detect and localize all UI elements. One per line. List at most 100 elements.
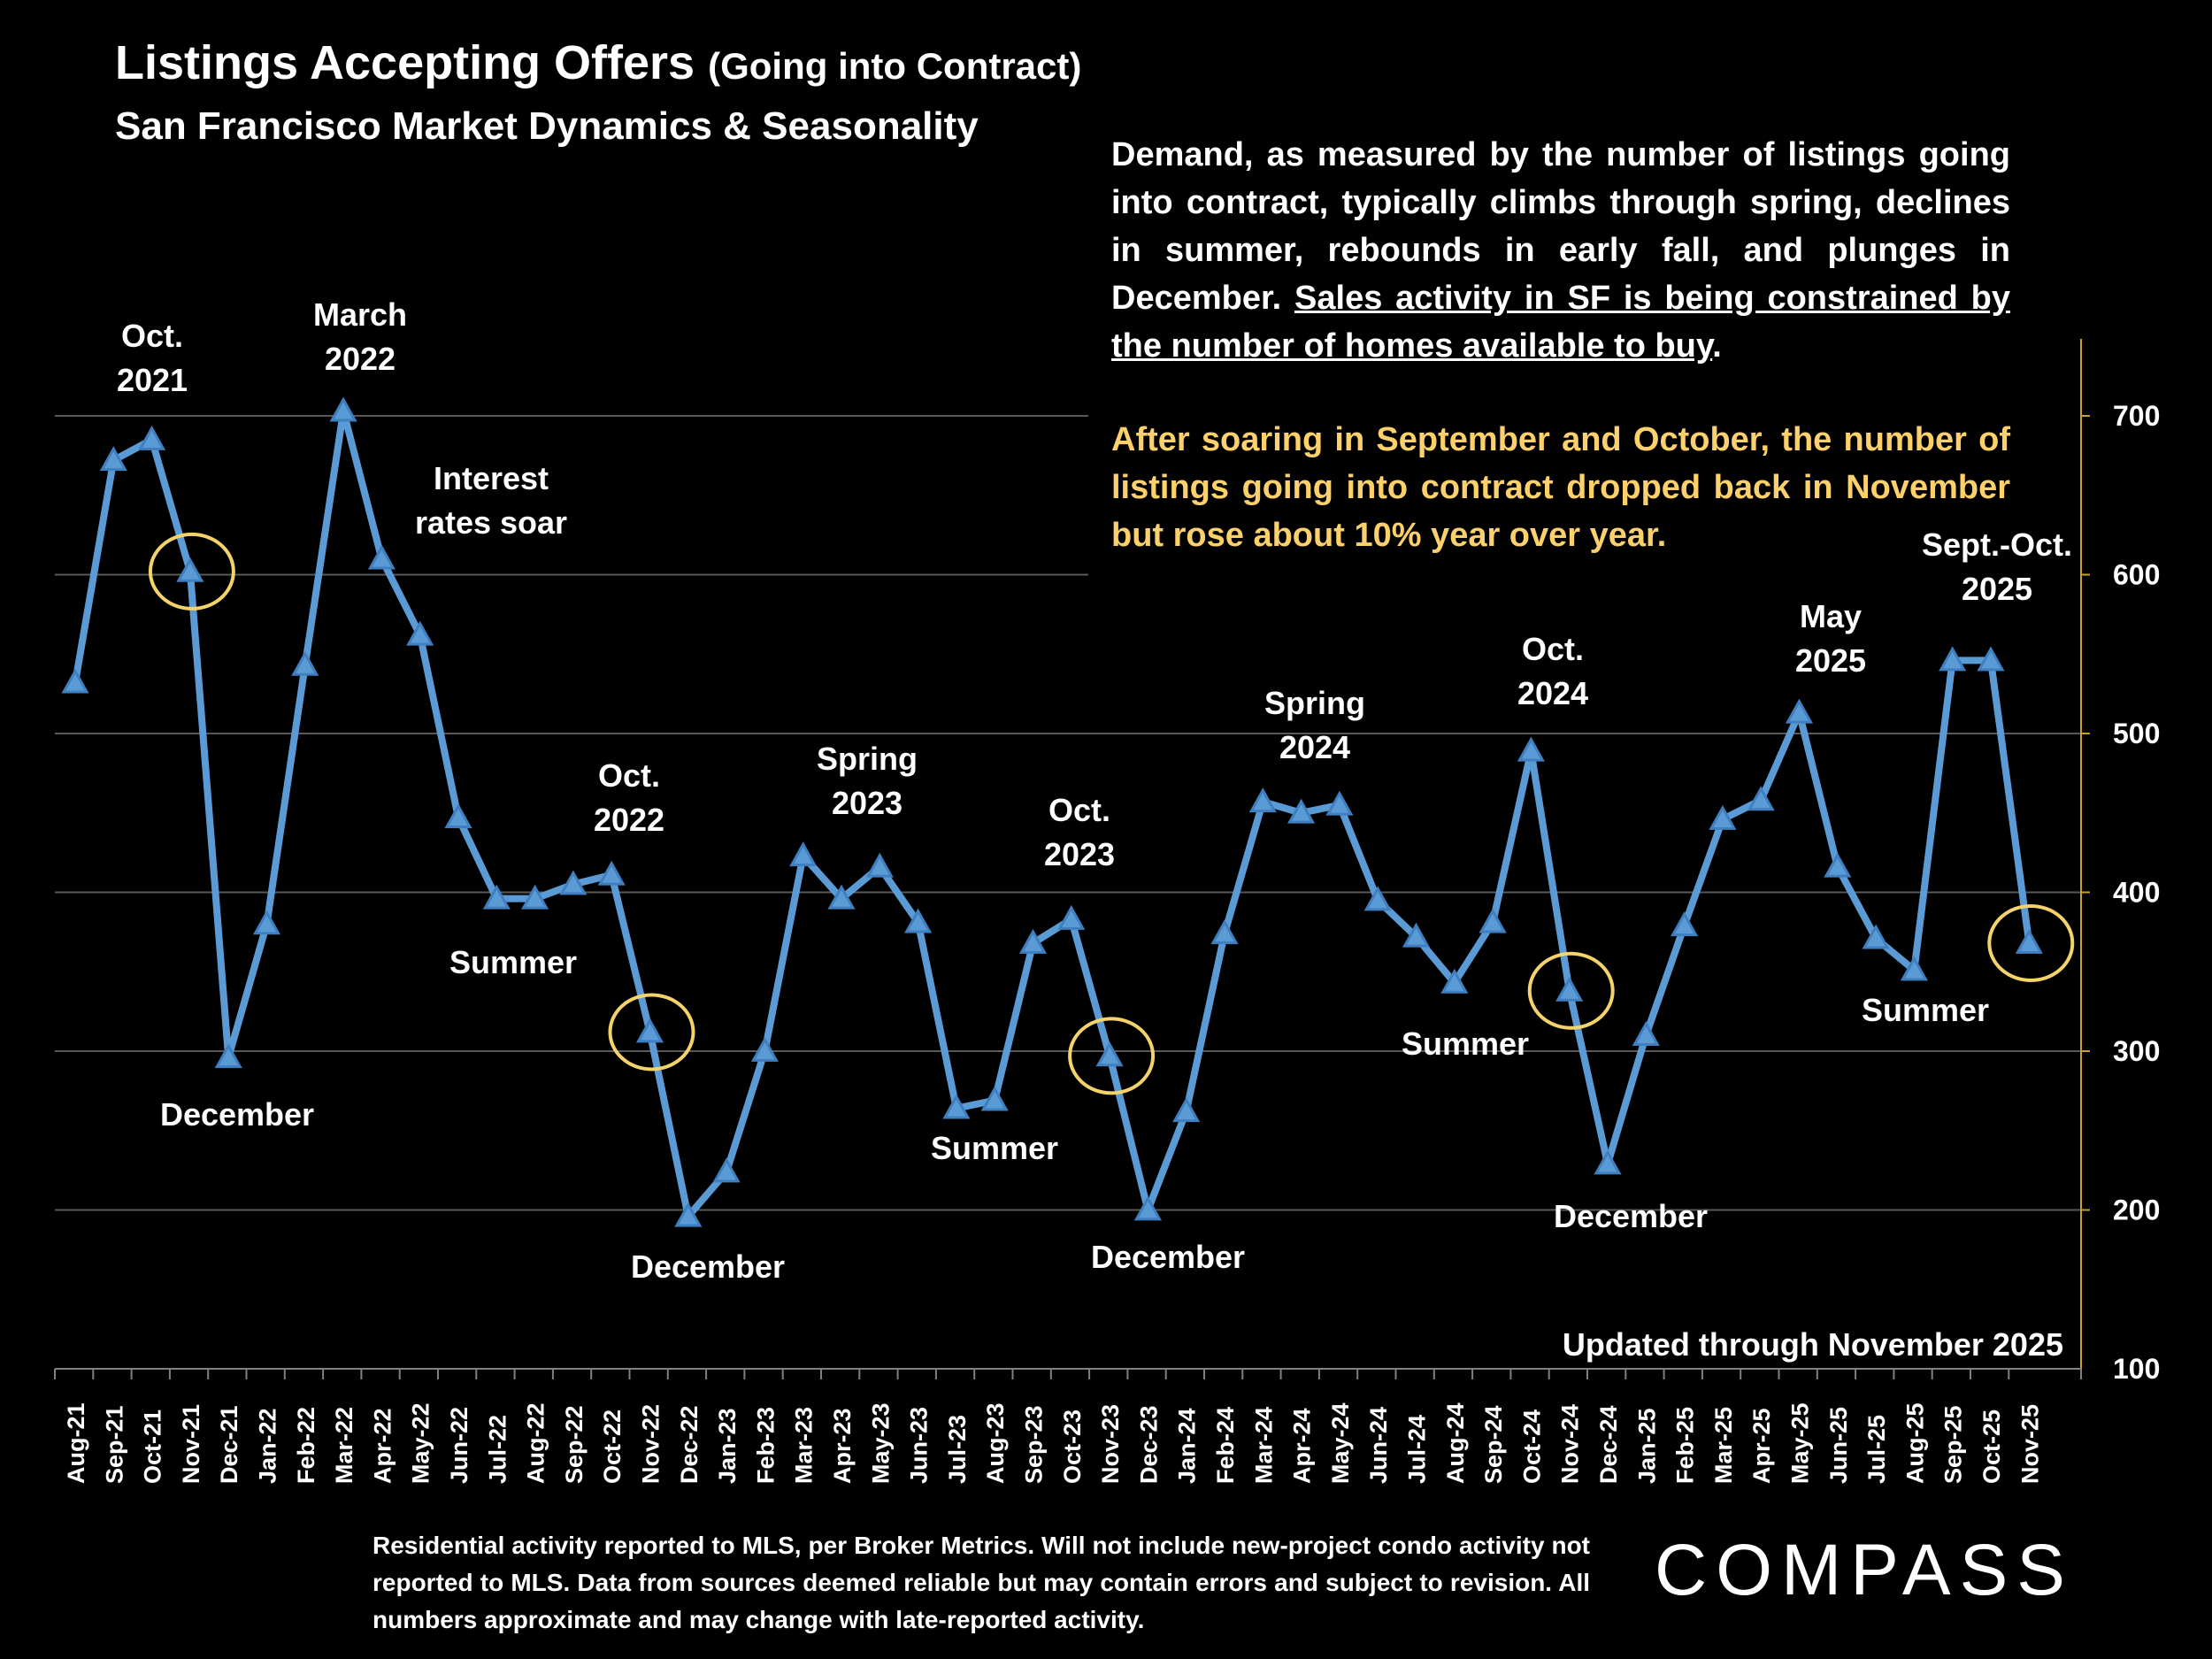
x-tick-label: Jan-22 [255, 1408, 281, 1484]
annotation-label: Summer [1402, 1025, 1529, 1062]
x-tick-label: Apr-23 [829, 1408, 856, 1484]
data-point-Oct-25 [1977, 646, 2005, 672]
annotation-label: rates soar [415, 504, 567, 541]
x-tick-label: Nov-21 [178, 1404, 204, 1484]
commentary-underlined-text: Sales activity in SF is being constraine… [1111, 280, 2010, 365]
x-tick-label: Jun-25 [1825, 1407, 1852, 1484]
x-tick-label: Dec-24 [1595, 1405, 1622, 1484]
x-tick-label: Feb-24 [1212, 1407, 1239, 1484]
data-point-Jan-22 [252, 910, 281, 935]
annotation-label: Summer [1862, 992, 1989, 1028]
x-tick-label: Nov-24 [1557, 1404, 1584, 1484]
data-point-Mar-22 [329, 396, 357, 422]
commentary-paragraph-2: After soaring in September and October, … [1111, 421, 2010, 554]
x-tick-label: Jul-23 [944, 1415, 971, 1484]
title-main: Listings Accepting Offers [115, 36, 695, 89]
data-point-Feb-23 [750, 1036, 779, 1062]
title-suffix: (Going into Contract) [708, 45, 1082, 87]
data-point-Mar-23 [789, 841, 818, 867]
x-tick-label: Feb-25 [1672, 1407, 1699, 1484]
y-tick-label: 400 [2113, 877, 2160, 909]
x-tick-label: Sep-22 [561, 1405, 588, 1484]
annotation-label: December [1554, 1198, 1708, 1234]
data-point-Aug-23 [980, 1086, 1009, 1111]
x-tick-label: May-22 [408, 1402, 434, 1484]
data-point-Oct-23 [1057, 904, 1086, 930]
data-point-Apr-22 [367, 544, 396, 570]
x-tick-label: Nov-22 [638, 1404, 664, 1484]
commentary-text: Demand, as measured by the number of lis… [1111, 136, 2010, 317]
y-tick-label: 200 [2113, 1194, 2160, 1226]
annotation-label: Summer [931, 1130, 1058, 1166]
series-line [72, 407, 2033, 1220]
x-tick-label: Mar-22 [331, 1407, 357, 1484]
data-point-Sep-22 [559, 870, 588, 895]
data-point-Jun-25 [1824, 852, 1852, 878]
data-point-Sep-24 [1479, 908, 1507, 933]
x-tick-label: Dec-23 [1135, 1405, 1162, 1484]
data-point-May-22 [406, 620, 434, 646]
annotation-label: December [160, 1096, 314, 1133]
annotation-label: 2023 [1044, 836, 1115, 872]
x-tick-label: Dec-22 [676, 1405, 703, 1484]
page-subtitle: San Francisco Market Dynamics & Seasonal… [115, 104, 979, 148]
highlight-circle-Nov-21 [148, 532, 235, 611]
data-point-Dec-22 [674, 1202, 703, 1227]
data-point-Oct-22 [597, 860, 626, 886]
page-title: Listings Accepting Offers (Going into Co… [115, 35, 1081, 90]
x-tick-label: Mar-25 [1710, 1407, 1737, 1484]
y-tick-label: 100 [2113, 1353, 2160, 1385]
x-tick-label: Jun-22 [446, 1407, 472, 1484]
data-point-Feb-24 [1210, 919, 1239, 945]
y-tick-label: 700 [2113, 400, 2160, 432]
annotation-label: 2025 [1962, 571, 2032, 607]
annotation-label: December [631, 1248, 785, 1285]
data-point-Dec-24 [1594, 1149, 1622, 1175]
highlight-circle-Nov-24 [1527, 951, 1615, 1030]
updated-note: Updated through November 2025 [1563, 1326, 2063, 1363]
x-tick-label: Aug-25 [1901, 1402, 1928, 1484]
y-tick-label: 300 [2113, 1035, 2160, 1067]
data-point-Sep-25 [1939, 646, 1967, 672]
x-tick-label: Jan-24 [1174, 1408, 1201, 1484]
data-point-May-25 [1785, 698, 1814, 724]
annotation-label: 2024 [1517, 675, 1588, 711]
data-point-Nov-24 [1555, 976, 1584, 1002]
x-tick-label: May-23 [867, 1402, 894, 1484]
data-point-Aug-25 [1900, 956, 1928, 981]
annotation-label: Oct. [1522, 631, 1584, 667]
annotation-label: Spring [1264, 685, 1365, 721]
annotation-label: 2025 [1795, 642, 1866, 679]
annotation-label: 2021 [117, 362, 188, 398]
x-tick-label: Aug-22 [523, 1402, 549, 1484]
data-point-Nov-22 [635, 1018, 664, 1043]
x-tick-label: May-24 [1327, 1402, 1354, 1484]
x-tick-label: Nov-23 [1097, 1404, 1124, 1484]
x-tick-label: Jan-25 [1633, 1408, 1660, 1484]
data-point-Jan-23 [712, 1157, 741, 1183]
annotation-label: 2024 [1279, 729, 1350, 765]
annotation-label: Spring [817, 741, 918, 777]
x-tick-label: Dec-21 [216, 1405, 242, 1484]
data-point-Apr-24 [1287, 798, 1316, 824]
annotation-label: Oct. [1048, 792, 1110, 828]
data-point-Jan-24 [1172, 1097, 1201, 1123]
x-tick-label: Sep-25 [1940, 1405, 1967, 1484]
x-tick-label: Feb-22 [293, 1407, 319, 1484]
data-point-Mar-24 [1248, 787, 1277, 813]
annotation-label: Sept.-Oct. [1922, 526, 2072, 563]
x-tick-label: Feb-23 [752, 1407, 779, 1484]
data-point-Jul-23 [942, 1094, 971, 1119]
x-tick-label: May-25 [1787, 1402, 1814, 1484]
data-point-Jan-25 [1632, 1020, 1660, 1046]
x-tick-label: Apr-22 [369, 1408, 396, 1484]
data-point-Nov-23 [1095, 1041, 1124, 1067]
data-point-Jun-22 [444, 803, 472, 829]
x-tick-label: Jul-22 [484, 1415, 511, 1484]
annotation-label: Interest [434, 460, 549, 496]
data-point-Nov-21 [176, 557, 204, 582]
x-tick-label: Oct-21 [140, 1409, 166, 1484]
compass-logo: COMPASS [1655, 1530, 2074, 1610]
